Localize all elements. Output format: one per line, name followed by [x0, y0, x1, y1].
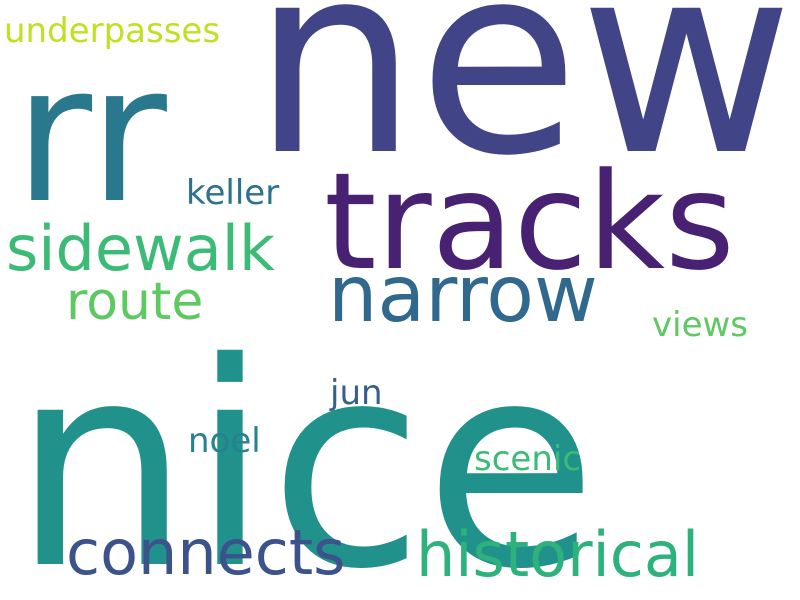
word-connects: connects: [66, 516, 346, 589]
word-nice: nice: [12, 302, 598, 600]
word-scenic: scenic: [474, 439, 582, 479]
word-historical: historical: [416, 518, 700, 591]
word-tracks: tracks: [324, 144, 735, 300]
word-noel: noel: [188, 421, 261, 461]
word-views: views: [652, 305, 749, 345]
word-route: route: [66, 272, 204, 332]
word-underpasses: underpasses: [4, 11, 221, 51]
word-narrow: narrow: [328, 250, 598, 340]
word-keller: keller: [186, 173, 280, 213]
word-sidewalk: sidewalk: [6, 212, 275, 285]
word-new: new: [252, 0, 794, 213]
word-jun: jun: [330, 373, 383, 413]
word-rr: rr: [14, 24, 167, 245]
